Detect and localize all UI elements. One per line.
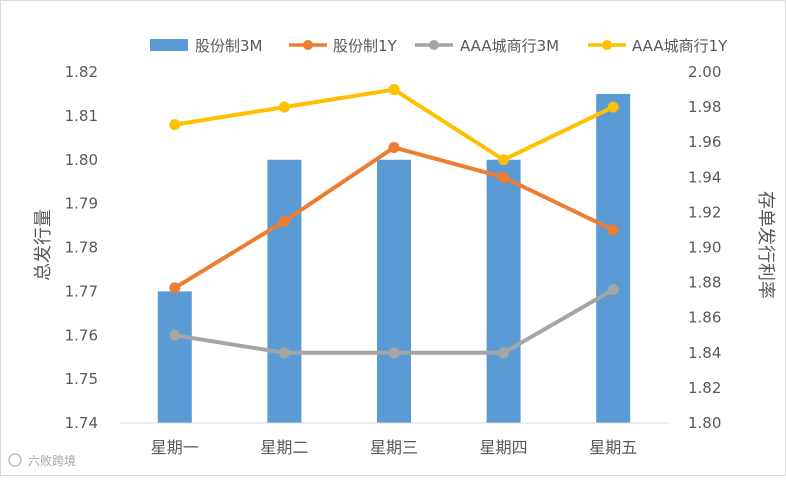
right-tick-label: 1.82: [688, 379, 721, 397]
series-point: [498, 154, 510, 166]
category-label: 星期五: [589, 438, 637, 457]
right-tick-label: 1.96: [688, 133, 721, 151]
category-label: 星期三: [370, 438, 418, 457]
right-tick-label: 1.92: [688, 203, 721, 221]
legend-label-line-3: AAA城商行1Y: [632, 37, 728, 55]
watermark-text: 六败跨境: [28, 453, 76, 468]
right-tick-label: 1.94: [688, 168, 721, 186]
right-tick-label: 1.90: [688, 239, 721, 257]
watermark: 六败跨境: [8, 453, 76, 468]
series-point: [498, 347, 510, 359]
left-tick-label: 1.78: [65, 239, 98, 257]
series-point: [498, 171, 510, 183]
category-label: 星期四: [480, 438, 528, 457]
left-tick-label: 1.81: [65, 107, 98, 125]
bar-series: [157, 93, 631, 423]
series-point: [169, 119, 181, 131]
right-tick-label: 1.84: [688, 344, 721, 362]
series-point: [607, 101, 619, 113]
right-tick-label: 1.86: [688, 309, 721, 327]
series-point: [169, 282, 181, 294]
series-point: [278, 101, 290, 113]
legend-label-line-2: AAA城商行3M: [460, 37, 559, 55]
watermark-logo-icon: [8, 453, 22, 467]
right-tick-label: 1.98: [688, 98, 721, 116]
category-labels: 星期一 星期二 星期三 星期四 星期五: [151, 438, 637, 457]
left-tick-label: 1.74: [65, 414, 98, 432]
left-tick-label: 1.82: [65, 63, 98, 81]
right-tick-label: 2.00: [688, 63, 721, 81]
legend-marker-line-3: [602, 40, 612, 50]
legend-label-line-1: 股份制1Y: [333, 37, 398, 55]
left-tick-label: 1.77: [65, 282, 98, 300]
legend: 股份制3M 股份制1Y AAA城商行3M AAA城商行1Y: [150, 37, 728, 55]
left-tick-label: 1.80: [65, 151, 98, 169]
line-series: [169, 84, 619, 359]
bar: [377, 159, 411, 423]
legend-label-bar: 股份制3M: [195, 37, 263, 55]
right-axis-title: 存单发行利率: [755, 191, 776, 299]
right-axis-ticks: 1.80 1.82 1.84 1.86 1.88 1.90 1.92 1.94 1.96 1.98…: [688, 63, 721, 432]
series-point: [169, 329, 181, 341]
bar: [596, 93, 631, 423]
right-tick-label: 1.88: [688, 274, 721, 292]
legend-swatch-bar: [150, 39, 188, 51]
series-point: [388, 84, 400, 96]
series-point: [607, 284, 619, 296]
series-point: [278, 215, 290, 227]
left-tick-label: 1.76: [65, 326, 98, 344]
series-point: [388, 347, 400, 359]
series-point: [388, 141, 400, 153]
legend-marker-line-2: [429, 40, 439, 50]
bar: [157, 291, 192, 423]
right-tick-label: 1.80: [688, 414, 721, 432]
category-label: 星期一: [151, 438, 199, 457]
left-axis-title: 总发行量: [33, 209, 54, 281]
legend-marker-line-1: [303, 40, 313, 50]
left-tick-label: 1.79: [65, 195, 98, 213]
category-label: 星期二: [260, 438, 308, 457]
bar: [267, 159, 302, 423]
bar: [486, 159, 521, 423]
left-tick-label: 1.75: [65, 370, 98, 388]
series-point: [278, 347, 290, 359]
series-point: [607, 224, 619, 236]
left-axis-ticks: 1.74 1.75 1.76 1.77 1.78 1.79 1.80 1.81 1.82: [65, 63, 98, 432]
